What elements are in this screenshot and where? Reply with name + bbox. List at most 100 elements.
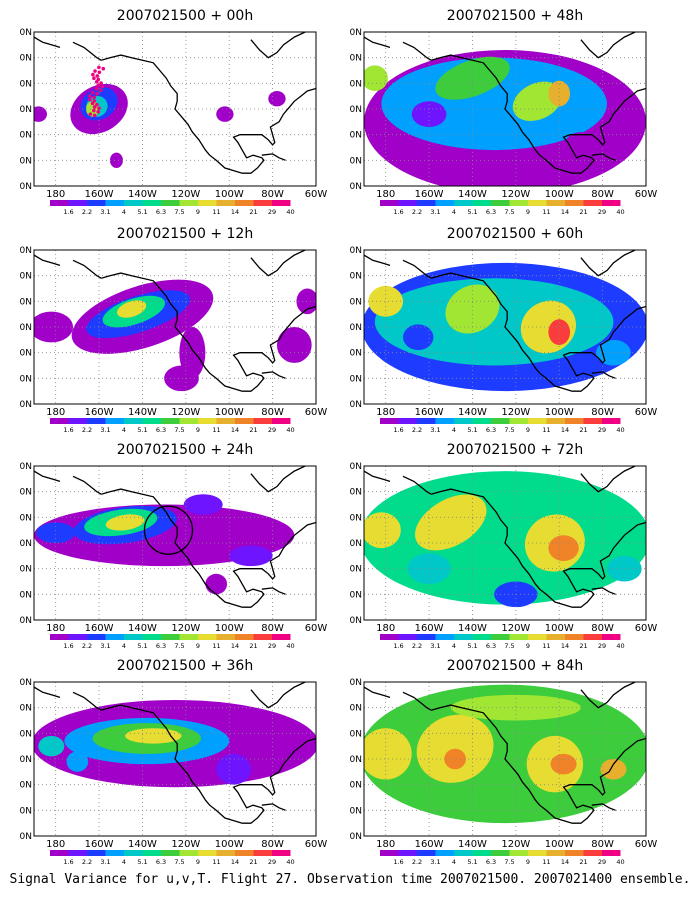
lon-tick-label: 180: [376, 623, 395, 634]
variance-contour: [183, 494, 223, 515]
color-bar-label: 2.2: [412, 642, 422, 650]
dropsonde-marker: [92, 76, 96, 80]
dropsonde-marker: [96, 83, 100, 88]
color-bar-label: 14: [561, 858, 569, 866]
variance-contour: [435, 56, 510, 100]
color-bar-swatch: [398, 418, 417, 424]
lat-tick-label: 50N: [350, 297, 362, 307]
lon-tick-label: 160W: [85, 407, 114, 418]
color-bar-label: 40: [616, 208, 624, 216]
dropsonde-marker: [100, 84, 105, 89]
coastline-segment: [431, 704, 646, 824]
color-bar-swatch: [216, 200, 235, 206]
color-bar-label: 2.2: [412, 208, 422, 216]
lat-tick-label: 50N: [350, 513, 362, 523]
color-bar-label: 21: [249, 642, 257, 650]
lon-tick-label: 140W: [128, 189, 157, 200]
lat-tick-label: 10N: [20, 616, 32, 626]
color-bar-swatch: [417, 850, 436, 856]
grid-lines: [364, 682, 646, 836]
lat-tick-label: 50N: [20, 513, 32, 523]
coastline-segment: [431, 488, 646, 608]
color-bar-label: 9: [196, 208, 200, 216]
panel-48h: 2007021500 + 48h 70N 60N 50N 40N 30N 20N 10N 18…: [350, 8, 680, 218]
lon-tick-label: 120W: [501, 407, 530, 418]
lon-tick-label: 100W: [215, 839, 244, 850]
coastline-segment: [402, 41, 432, 61]
lat-tick-label: 50N: [20, 79, 32, 89]
panel-title: 2007021500 + 48h: [446, 8, 584, 24]
lat-tick-label: 60N: [20, 272, 32, 282]
color-bar-label: 2.2: [82, 208, 92, 216]
color-bar-swatch: [435, 200, 454, 206]
color-bar-label: 4: [452, 208, 456, 216]
variance-contour: [364, 684, 646, 824]
coastline-segment: [580, 466, 636, 493]
color-bar-label: 11: [542, 208, 550, 216]
color-bar-swatch: [454, 418, 473, 424]
coastline-segment: [364, 254, 391, 267]
lon-tick-label: 160W: [415, 623, 444, 634]
coastline-segment: [250, 466, 306, 493]
color-bar-swatch: [546, 200, 565, 206]
color-bar-label: 4: [452, 858, 456, 866]
color-bar-swatch: [68, 634, 87, 640]
lat-tick-label: 10N: [350, 400, 362, 410]
color-bar-swatch: [435, 850, 454, 856]
variance-contour: [548, 319, 571, 345]
color-bar-label: 6.3: [486, 858, 496, 866]
lat-tick-label: 70N: [350, 28, 362, 38]
color-bar-label: 21: [579, 208, 587, 216]
lat-tick-label: 20N: [350, 590, 362, 600]
color-bar-label: 6.3: [156, 208, 166, 216]
color-bar-swatch: [380, 850, 399, 856]
color-bar-swatch: [528, 634, 547, 640]
color-bar-label: 11: [212, 858, 220, 866]
color-bar-swatch: [509, 850, 528, 856]
color-bar-swatch: [253, 634, 272, 640]
color-bar-label: 3.1: [430, 208, 440, 216]
variance-contour: [550, 753, 577, 775]
lon-tick-label: 100W: [545, 407, 574, 418]
lat-tick-label: 70N: [20, 28, 32, 38]
color-bar-label: 40: [616, 642, 624, 650]
dropsonde-marker: [99, 81, 103, 85]
panel-84h: 2007021500 + 84h 70N 60N 50N 40N 30N 20N 10N 18…: [350, 658, 680, 868]
color-bar-swatch: [50, 634, 69, 640]
color-bar-label: 6.3: [486, 208, 496, 216]
color-bar-swatch: [87, 200, 106, 206]
lat-tick-label: 40N: [20, 755, 32, 765]
color-bar-label: 11: [542, 642, 550, 650]
color-bar-swatch: [142, 200, 161, 206]
lat-tick-label: 40N: [20, 323, 32, 333]
color-bar-label: 11: [212, 208, 220, 216]
lat-tick-label: 70N: [350, 246, 362, 256]
variance-contour: [548, 80, 571, 107]
lon-tick-label: 80W: [261, 623, 284, 634]
coastline-segment: [580, 32, 636, 59]
color-bar-swatch: [235, 200, 254, 206]
lon-tick-label: 60W: [305, 839, 328, 850]
color-bar-label: 9: [526, 208, 530, 216]
lon-tick-label: 180: [376, 839, 395, 850]
color-bar-swatch: [161, 850, 180, 856]
lon-tick-label: 60W: [635, 839, 658, 850]
dropsonde-marker: [92, 113, 97, 118]
color-bar-swatch: [472, 200, 491, 206]
lon-tick-label: 140W: [458, 407, 487, 418]
lat-tick-label: 20N: [20, 806, 32, 816]
dropsonde-marker: [99, 88, 103, 93]
lat-tick-label: 30N: [350, 131, 362, 141]
color-bar-swatch: [583, 634, 602, 640]
coastline-segment: [34, 470, 61, 483]
lon-tick-label: 60W: [305, 407, 328, 418]
lon-tick-label: 80W: [261, 839, 284, 850]
color-bar-swatch: [528, 850, 547, 856]
color-bar-swatch: [602, 418, 621, 424]
variance-contour: [116, 300, 147, 318]
lat-tick-label: 30N: [350, 781, 362, 791]
color-bar-swatch: [472, 850, 491, 856]
color-bar-label: 21: [579, 642, 587, 650]
lon-tick-label: 100W: [545, 839, 574, 850]
figure-caption: Signal Variance for u,v,T. Flight 27. Ob…: [9, 872, 691, 887]
